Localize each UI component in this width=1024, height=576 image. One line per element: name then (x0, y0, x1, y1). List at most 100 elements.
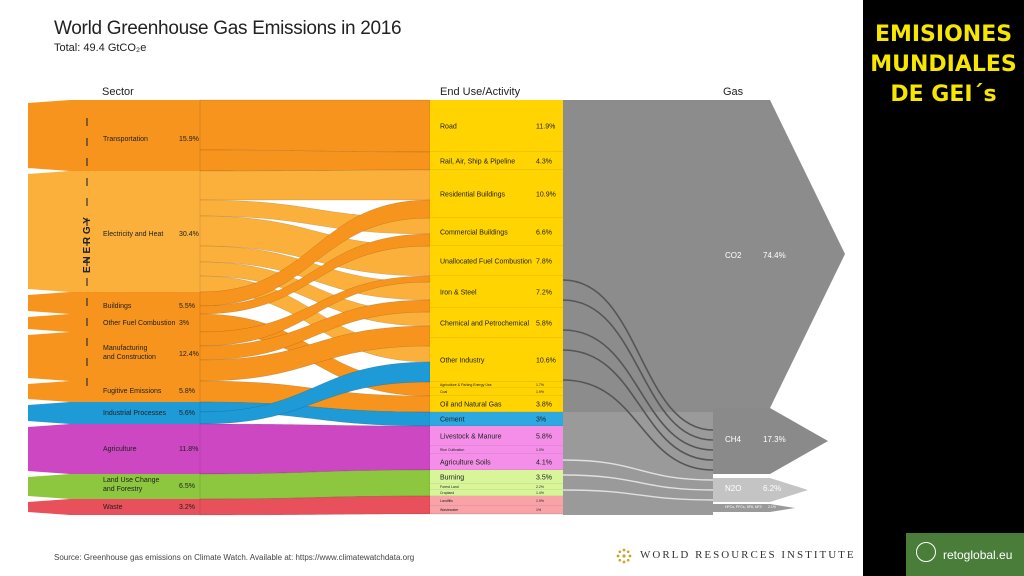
gas-label: HFCs, PFCs, SF6, NF3 (725, 505, 762, 509)
sector-label: Fugitive Emissions (103, 388, 162, 395)
gas-node (713, 504, 795, 512)
end-use-node (430, 490, 563, 496)
wri-logo-icon (616, 548, 632, 564)
sector-edge (28, 292, 70, 314)
sector-node (70, 171, 200, 292)
source-note: Source: Greenhouse gas emissions on Clim… (54, 553, 415, 562)
sector-label: Agriculture (103, 446, 137, 453)
sector-node (70, 381, 200, 402)
sector-label: Manufacturing (103, 345, 147, 352)
gas-flow-line (562, 379, 714, 471)
sector-bands (28, 100, 200, 515)
end-use-value: 6.6% (536, 229, 552, 236)
end-use-label: Agriculture & Fishing Energy Use (440, 383, 492, 387)
end-use-node (430, 506, 563, 514)
sector-edge (28, 381, 70, 402)
sector-edge (28, 314, 70, 332)
gas-value: 74.4% (763, 251, 786, 260)
side-panel (863, 0, 1024, 576)
end-use-value: 7.2% (536, 289, 552, 296)
side-title-line: DE GEI´s (890, 82, 997, 107)
end-use-node (430, 426, 563, 446)
end-use-value: 4.1% (536, 459, 552, 466)
end-use-node (430, 412, 563, 426)
flow-link (199, 495, 431, 516)
gas-nodes (562, 100, 845, 515)
end-use-label: Commercial Buildings (440, 229, 508, 236)
sector-node (70, 314, 200, 332)
sector-node (70, 424, 200, 474)
sector-edge (28, 332, 70, 381)
sector-node (70, 292, 200, 314)
end-use-node (430, 152, 563, 170)
flow-link (199, 99, 431, 153)
flow-link (199, 275, 431, 347)
sector-label: Electricity and Heat (103, 231, 163, 238)
end-use-value: 10.9% (536, 191, 556, 198)
sector-label: Land Use Change (103, 477, 160, 484)
chart-labels: E N E R G Y Transportation 15.9% Electricit… (82, 123, 786, 512)
end-use-label: Agriculture Soils (440, 459, 491, 466)
flow-links (199, 99, 431, 516)
end-use-node (430, 338, 563, 382)
sector-node (70, 474, 200, 499)
end-use-node (430, 446, 563, 454)
flow-link (199, 469, 431, 500)
end-use-value: 5.8% (536, 433, 552, 440)
sector-node (70, 402, 200, 424)
end-use-node (430, 382, 563, 388)
gas-label: CO2 (725, 251, 742, 260)
sector-node (70, 499, 200, 515)
end-use-value: 1.4% (536, 491, 544, 495)
sector-edge (28, 499, 70, 515)
end-use-value: 11.9% (536, 123, 555, 130)
sector-value: 11.8% (179, 446, 198, 453)
sector-label: Transportation (103, 136, 148, 143)
end-use-label: Chemical and Petrochemical (440, 320, 530, 327)
end-use-node (430, 470, 563, 484)
sector-value: 3.2% (179, 504, 195, 511)
end-use-node (430, 170, 563, 218)
end-to-gas-flows (563, 412, 713, 515)
gas-label: CH4 (725, 435, 742, 444)
gas-flow-line (562, 474, 714, 491)
gas-value: 6.2% (763, 484, 781, 493)
sector-label: and Construction (103, 354, 156, 361)
flow-link (199, 149, 431, 172)
gas-flow-line (562, 299, 714, 441)
end-use-nodes (430, 100, 563, 515)
gas-flow-line (562, 329, 714, 451)
sector-value: 6.5% (179, 483, 195, 490)
wri-logo-text: WORLD RESOURCES INSTITUTE (640, 549, 856, 561)
sector-label: and Forestry (103, 486, 143, 493)
gas-node (713, 408, 828, 474)
sector-node (70, 332, 200, 381)
chart-title: World Greenhouse Gas Emissions in 2016 (54, 18, 402, 39)
sector-edge (28, 424, 70, 474)
end-use-value: 3.8% (536, 401, 552, 408)
column-header-end-use: End Use/Activity (440, 86, 521, 98)
badge-text[interactable]: retoglobal.eu (943, 548, 1013, 562)
end-use-label: Unallocated Fuel Combustion (440, 258, 532, 265)
sector-value: 5.5% (179, 303, 195, 310)
end-use-label: Other Industry (440, 357, 485, 364)
gas-label: N2O (725, 484, 741, 493)
sector-value: 5.8% (179, 388, 195, 395)
sector-label: Buildings (103, 303, 132, 310)
sector-edge (28, 474, 70, 499)
end-use-label: Burning (440, 474, 464, 481)
sector-label: Industrial Processes (103, 410, 167, 417)
gas-flow-line (562, 279, 714, 431)
end-use-node (430, 308, 563, 338)
gas-flow-line (562, 459, 714, 481)
end-use-value: 4.3% (536, 158, 552, 165)
end-use-label: Rail, Air, Ship & Pipeline (440, 158, 515, 165)
side-title: EMISIONES MUNDIALES DE GEI´s (863, 20, 1024, 110)
end-use-value: 1.9% (536, 499, 544, 503)
end-use-value: 1.9% (536, 390, 544, 394)
gas-value: 17.3% (763, 435, 786, 444)
gas-flow-line (562, 489, 714, 501)
end-use-node (430, 388, 563, 396)
end-use-node (430, 454, 563, 470)
end-use-label: Coal (440, 390, 447, 394)
